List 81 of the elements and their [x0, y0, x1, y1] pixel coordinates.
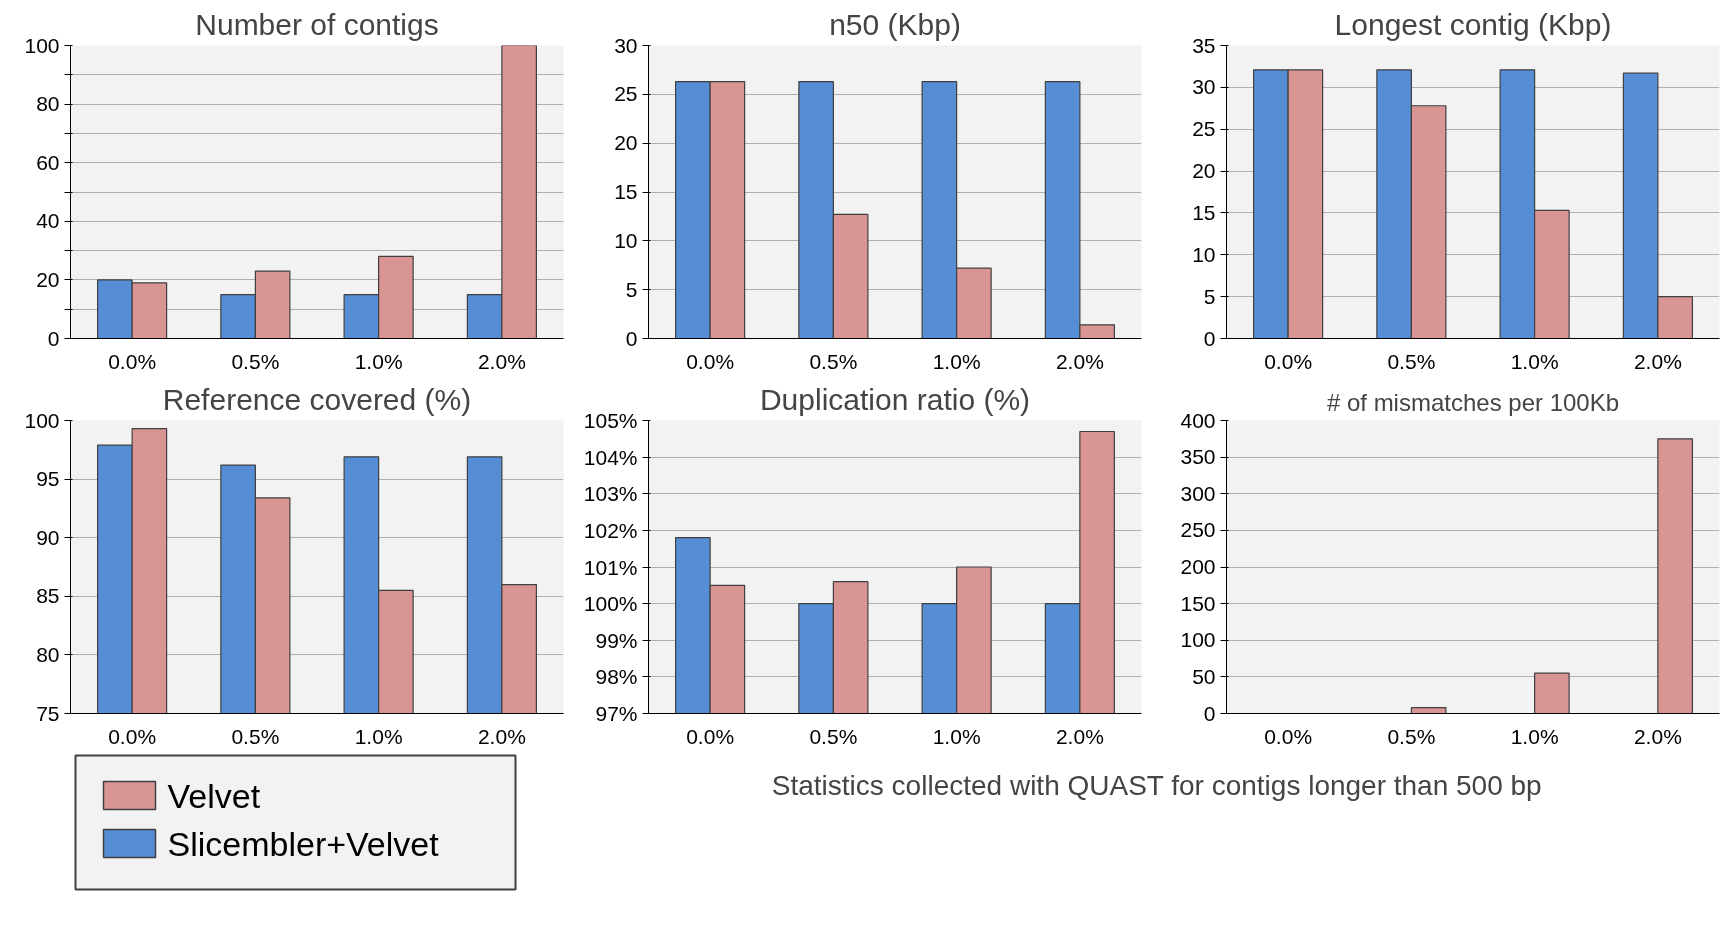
y-tick-label: 35 — [1192, 33, 1216, 57]
chart-title: Number of contigs — [195, 7, 439, 41]
y-tick-label: 200 — [1180, 555, 1216, 578]
y-tick-label: 90 — [36, 525, 60, 549]
chart-title: # of mismatches per 100Kb — [1326, 388, 1620, 416]
x-tick-label: 1.0% — [1510, 724, 1559, 748]
x-tick-label: 0.0% — [108, 349, 157, 373]
y-tick-label: 10 — [614, 228, 638, 252]
y-tick-label: 20 — [36, 267, 60, 291]
x-tick-label: 0.5% — [809, 349, 858, 373]
x-tick-label: 0.0% — [108, 724, 157, 748]
legend-label: Velvet — [167, 776, 261, 815]
x-tick-label: 0.5% — [1387, 349, 1436, 373]
y-tick-label: 0 — [1203, 701, 1216, 725]
y-tick-label: 100% — [583, 592, 638, 616]
text: Statistics collected with QUAST for contigs longer than 500 bp — [771, 770, 1542, 802]
y-tick-label: 101% — [583, 555, 638, 579]
x-tick-label: 0.0% — [686, 349, 735, 373]
y-tick-label: 20 — [1192, 159, 1216, 183]
y-tick-label: 104% — [583, 445, 638, 469]
y-tick-label: 0 — [625, 326, 638, 350]
y-tick-label: 20 — [614, 131, 638, 155]
y-tick-label: 60 — [36, 150, 60, 174]
y-tick-label: 300 — [1180, 481, 1216, 505]
y-tick-label: 30 — [1192, 75, 1216, 99]
bar — [1410, 707, 1447, 714]
y-tick-label: 102% — [583, 518, 638, 542]
legend-label: Slicembler+Velvet — [167, 824, 440, 863]
y-tick-label: 400 — [1180, 408, 1216, 432]
x-tick-label: 1.0% — [354, 349, 403, 373]
y-tick-label: 75 — [36, 701, 60, 725]
y-tick-label: 30 — [614, 33, 638, 57]
y-tick-label: 15 — [614, 180, 638, 203]
y-tick-label: 5 — [625, 277, 638, 301]
x-tick-label: 1.0% — [932, 724, 981, 748]
y-tick-label: 105% — [583, 409, 638, 432]
x-tick-label: 0.5% — [231, 349, 280, 373]
y-tick-label: 100 — [24, 33, 60, 57]
x-tick-label: 1.0% — [932, 349, 981, 373]
y-tick-label: 95 — [36, 467, 60, 491]
chart-title: n50 (Kbp) — [829, 7, 961, 41]
y-tick-label: 100 — [1180, 628, 1216, 652]
y-tick-label: 5 — [1203, 284, 1216, 308]
x-tick-label: 0.0% — [1264, 724, 1313, 748]
x-tick-label: 1.0% — [354, 724, 403, 748]
y-tick-label: 15 — [1192, 200, 1216, 224]
x-tick-label: 2.0% — [477, 349, 526, 373]
y-tick-label: 25 — [614, 82, 638, 106]
x-tick-label: 2.0% — [1633, 724, 1682, 748]
chart-title: Duplication ratio (%) — [759, 382, 1031, 416]
bar — [1657, 438, 1693, 714]
x-tick-label: 0.5% — [1387, 724, 1436, 748]
y-tick-label: 0 — [1203, 326, 1216, 350]
y-tick-label: 80 — [36, 92, 60, 116]
x-tick-label: 0.0% — [686, 724, 735, 748]
x-tick-label: 0.0% — [1264, 349, 1313, 373]
chart-title: Longest contig (Kbp) — [1334, 7, 1612, 41]
x-tick-label: 2.0% — [1633, 349, 1682, 373]
x-tick-label: 0.5% — [809, 724, 858, 748]
y-tick-label: 0 — [47, 326, 60, 350]
y-tick-label: 100 — [24, 408, 60, 432]
x-tick-label: 0.5% — [231, 724, 280, 748]
y-tick-label: 97% — [595, 702, 638, 725]
bar — [1534, 672, 1570, 714]
x-tick-label: 2.0% — [1055, 349, 1104, 373]
y-tick-label: 50 — [1192, 664, 1216, 688]
chart-title: Reference covered (%) — [162, 382, 472, 416]
y-tick-label: 98% — [595, 665, 638, 689]
y-tick-label: 103% — [583, 482, 638, 506]
y-tick-label: 350 — [1180, 445, 1216, 469]
y-tick-label: 250 — [1180, 518, 1216, 542]
x-tick-label: 2.0% — [477, 724, 526, 748]
y-tick-label: 10 — [1192, 242, 1216, 266]
x-tick-label: 2.0% — [1055, 724, 1104, 748]
y-tick-label: 150 — [1180, 591, 1216, 615]
y-tick-label: 25 — [1192, 117, 1216, 141]
y-tick-label: 85 — [36, 584, 60, 608]
y-tick-label: 99% — [595, 628, 638, 652]
x-tick-label: 1.0% — [1510, 349, 1559, 373]
y-tick-label: 40 — [36, 209, 60, 233]
y-tick-label: 80 — [36, 642, 60, 666]
